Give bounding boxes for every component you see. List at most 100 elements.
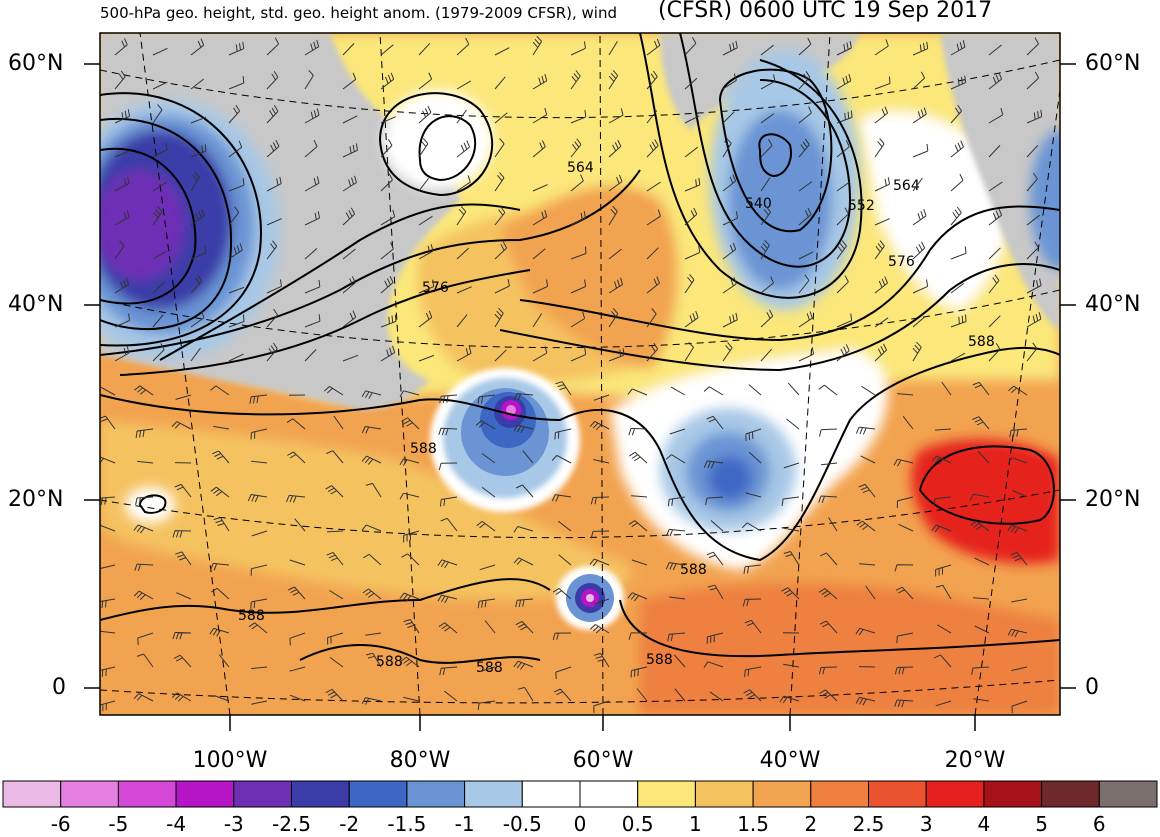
wind-barb (722, 211, 738, 226)
wind-barb (705, 496, 724, 506)
wind-barb (266, 342, 278, 362)
wind-barb (707, 584, 724, 600)
wind-barb (706, 551, 724, 566)
wind-barb (895, 586, 914, 600)
wind-barb (100, 456, 116, 464)
wind-barb (228, 286, 245, 294)
wind-barb (380, 116, 396, 124)
wind-barb (950, 140, 964, 158)
wind-barb (667, 632, 686, 642)
wind-barb (608, 205, 618, 226)
wind-barb (684, 115, 700, 124)
wind-barb (666, 528, 686, 537)
wind-barb (380, 275, 394, 294)
wind-barb (210, 385, 230, 396)
wind-barb (590, 530, 610, 539)
wind-barb (570, 211, 586, 226)
wind-barb (669, 428, 686, 435)
wind-barb (865, 585, 876, 600)
wind-barb (304, 69, 314, 90)
wind-barb (760, 348, 773, 362)
wind-barb (703, 661, 724, 668)
wind-barb (440, 517, 458, 532)
wind-barb (874, 343, 888, 362)
wind-barb (437, 559, 458, 569)
wind-barb (456, 37, 470, 56)
wind-barb (365, 482, 382, 498)
wind-barb (743, 689, 762, 702)
wind-barb (342, 115, 358, 124)
wind-barb (646, 209, 661, 226)
wind-barb (532, 140, 546, 158)
wind-barb (988, 44, 1002, 56)
wind-barb (342, 248, 356, 260)
wind-barb (456, 175, 471, 192)
wind-barb (456, 206, 467, 226)
wind-barb (856, 520, 876, 532)
wind-barb (798, 106, 812, 124)
colorbar-tick-label: 5 (1035, 812, 1048, 836)
wind-barb (251, 530, 268, 537)
wind-barb (608, 69, 619, 90)
wind-barb (342, 72, 357, 90)
wind-barb (100, 386, 116, 396)
lat-label-left: 40°N (8, 292, 64, 317)
wind-barb (608, 41, 618, 56)
wind-barb (893, 458, 914, 467)
wind-barb (552, 587, 572, 600)
wind-barb (190, 275, 203, 294)
wind-barb (418, 138, 429, 158)
colorbar-cell (868, 780, 927, 808)
colorbar-tick-label: 2.5 (852, 812, 885, 836)
wind-barb (100, 496, 116, 505)
wind-barbs (100, 35, 1043, 714)
wind-barb (798, 347, 814, 362)
wind-barb (342, 207, 356, 226)
wind-barb (444, 690, 458, 702)
wind-barb (418, 215, 433, 226)
wind-barb (836, 275, 849, 294)
colorbar-cell (291, 780, 350, 808)
wind-barb (304, 108, 320, 124)
wind-barb (176, 592, 192, 600)
wind-barb (589, 420, 610, 431)
wind-barb (304, 314, 321, 328)
colorbar-cell (406, 780, 466, 808)
wind-barb (333, 415, 344, 430)
wind-barb (874, 39, 889, 56)
wind-barb (100, 598, 116, 609)
wind-barb (100, 524, 116, 532)
wind-barb (532, 279, 549, 294)
wind-barb (593, 598, 610, 605)
wind-barb (361, 697, 382, 705)
wind-barb (114, 109, 130, 124)
wind-barb (517, 686, 534, 702)
anomaly-neg-mid-core (708, 456, 752, 500)
colorbar-cell (1041, 780, 1100, 808)
map-title: (CFSR) 0600 UTC 19 Sep 2017 (658, 0, 993, 23)
wind-barb (361, 426, 382, 434)
wind-barb (935, 564, 952, 577)
colorbar-cell (175, 780, 235, 808)
colorbar-tick-label: 1.5 (737, 812, 769, 836)
wind-barb (570, 138, 582, 158)
wind-barb (646, 70, 658, 90)
wind-barb (874, 177, 890, 192)
lat-label-right: 40°N (1085, 292, 1141, 317)
wind-barb (218, 654, 230, 668)
wind-barb (213, 517, 230, 532)
wind-barb (988, 247, 1001, 260)
anomaly-zero-white-hudson (383, 90, 493, 190)
wind-barb (608, 277, 623, 294)
wind-barb (494, 279, 510, 294)
map-frame (99, 32, 1061, 716)
wind-barb (973, 698, 990, 702)
wind-barb (479, 666, 496, 673)
wind-barb (783, 663, 800, 668)
colorbar-cell (637, 780, 696, 808)
wind-barb (522, 450, 534, 464)
wind-barb (133, 693, 154, 702)
wind-barb (266, 218, 282, 226)
wind-barb (266, 279, 282, 294)
wind-barb (266, 105, 279, 124)
